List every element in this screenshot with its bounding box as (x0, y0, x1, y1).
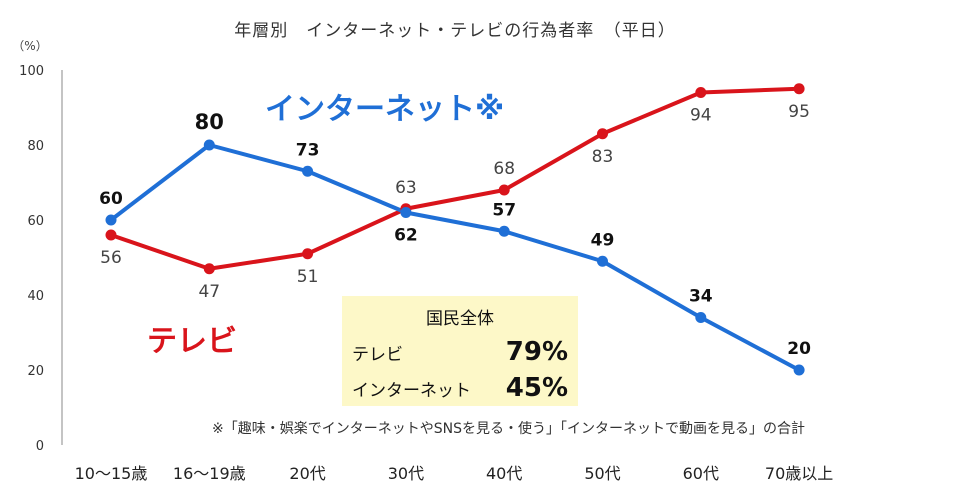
data-point-tv (597, 128, 608, 140)
series-name-internet: インターネット※ (265, 92, 504, 127)
data-point-tv (498, 184, 510, 196)
y-axis-unit: （%） (12, 39, 47, 53)
data-label-tv: 63 (395, 178, 417, 198)
data-label-internet: 34 (689, 287, 713, 307)
summary-row-internet: インターネット 45% (352, 373, 568, 409)
summary-value-tv: 79% (505, 337, 568, 367)
x-tick-label: 60代 (683, 464, 719, 483)
data-label-internet: 73 (296, 140, 320, 160)
y-tick-label: 20 (27, 364, 44, 379)
x-tick-label: 16～19歳 (173, 464, 246, 483)
data-label-tv: 51 (297, 267, 319, 287)
data-label-tv: 68 (493, 159, 515, 179)
chart-title: 年層別 インターネット・テレビの行為者率 （平日） (234, 21, 676, 41)
y-tick-label: 60 (27, 214, 44, 229)
data-point-internet (400, 207, 412, 218)
series-points (105, 83, 805, 376)
summary-title: 国民全体 (426, 309, 494, 329)
data-label-internet: 49 (591, 230, 615, 250)
data-labels: 60 80 73 62 57 49 34 20 56 47 51 63 68 83 94 95 (99, 102, 811, 359)
x-tick-label: 50代 (584, 464, 620, 483)
series-lines (109, 86, 801, 372)
x-tick-label: 70歳以上 (765, 464, 833, 483)
data-point-tv (302, 248, 314, 260)
series-line-internet (109, 143, 801, 372)
x-axis-ticks: 10～15歳 16～19歳 20代 30代 40代 50代 60代 70歳以上 (75, 464, 834, 483)
data-label-internet: 57 (492, 200, 516, 220)
data-point-internet (203, 139, 215, 151)
x-tick-label: 40代 (486, 464, 522, 483)
summary-value-internet: 45% (505, 373, 568, 403)
y-tick-label: 0 (36, 439, 44, 454)
data-point-internet (302, 165, 314, 177)
data-label-tv: 83 (592, 147, 614, 167)
data-label-internet: 80 (195, 110, 224, 134)
summary-box: 国民全体 テレビ 79% インターネット 45% (342, 296, 578, 406)
data-label-tv: 47 (198, 282, 220, 302)
data-label-tv: 94 (690, 106, 712, 126)
summary-label-internet: インターネット (352, 381, 471, 401)
series-name-tv: テレビ (147, 324, 237, 359)
x-tick-label: 30代 (388, 464, 424, 483)
data-point-tv (105, 229, 117, 241)
data-point-internet (793, 364, 805, 376)
x-tick-label: 10～15歳 (75, 464, 148, 483)
data-label-tv: 95 (788, 102, 810, 122)
data-label-tv: 56 (100, 248, 122, 268)
data-point-tv (793, 83, 805, 95)
data-point-tv (695, 87, 707, 98)
footnote: ※「趣味・娯楽でインターネットやSNSを見る・使う」「インターネットで動画を見る… (212, 421, 805, 437)
data-label-internet: 60 (99, 189, 123, 209)
data-point-tv (203, 263, 215, 275)
y-tick-label: 40 (27, 289, 44, 304)
summary-row-tv: テレビ 79% (352, 337, 568, 373)
y-tick-label: 80 (27, 139, 44, 154)
data-point-internet (105, 214, 117, 226)
data-point-internet (498, 225, 510, 237)
data-point-internet (695, 312, 707, 323)
data-label-internet: 62 (394, 226, 418, 246)
series-line-tv (110, 86, 800, 271)
x-tick-label: 20代 (289, 464, 325, 483)
data-label-internet: 20 (787, 339, 811, 359)
data-point-internet (597, 255, 608, 267)
y-axis-ticks: 0 20 40 60 80 100 (19, 64, 44, 454)
summary-label-tv: テレビ (352, 345, 403, 365)
y-tick-label: 100 (19, 64, 44, 79)
